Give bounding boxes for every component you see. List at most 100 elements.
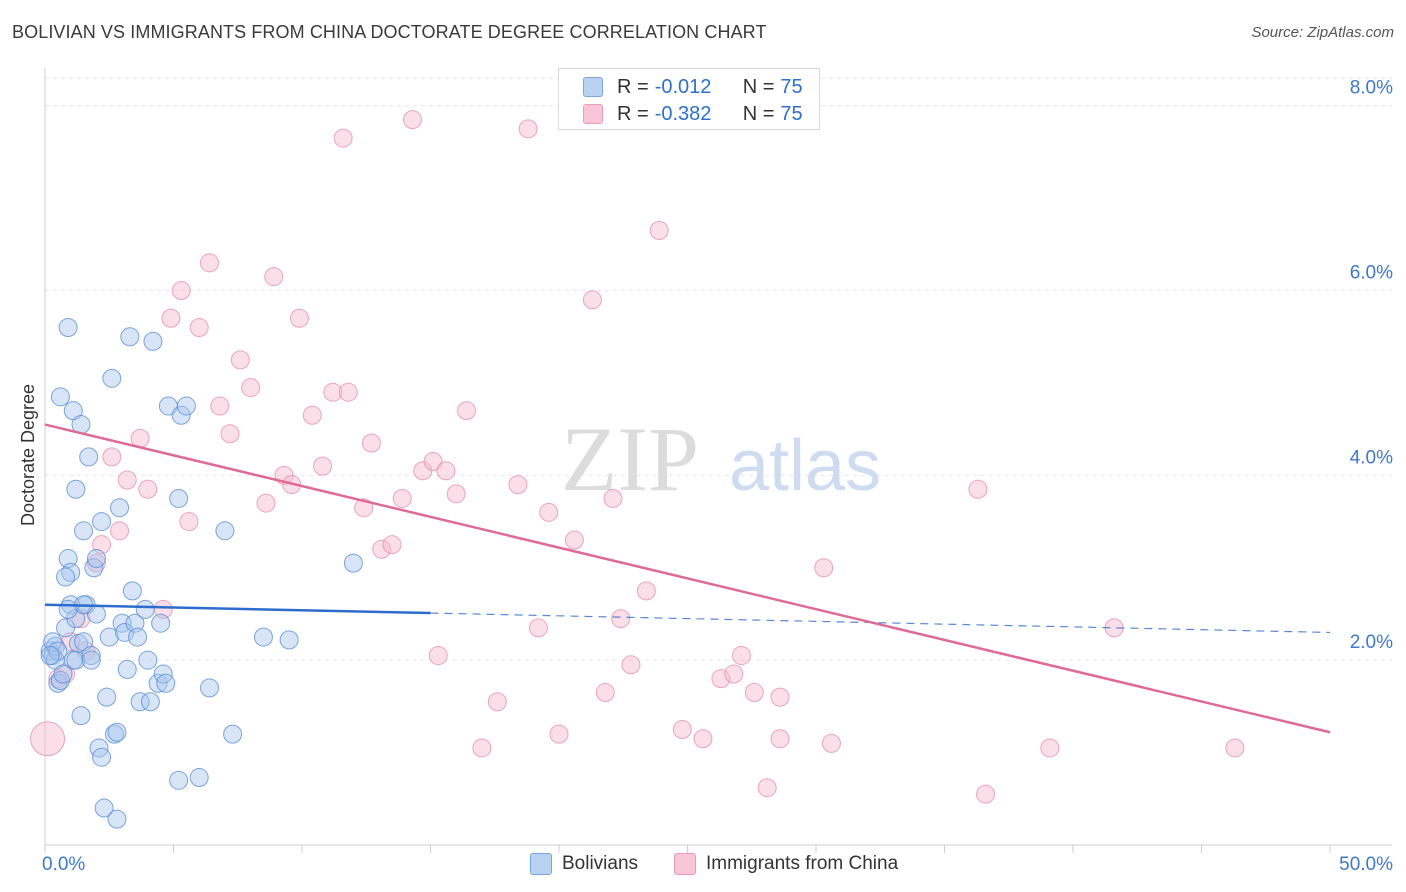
china-point bbox=[189, 318, 209, 338]
china-point bbox=[636, 581, 656, 601]
bottom-legend-bolivians: Bolivians bbox=[530, 852, 638, 876]
china-point bbox=[361, 433, 381, 453]
legend-r-label: R = bbox=[617, 75, 649, 98]
china-trend-line bbox=[44, 423, 1331, 734]
china-point bbox=[403, 110, 423, 130]
bolivian-point bbox=[92, 512, 112, 532]
bolivian-point bbox=[92, 747, 112, 767]
bolivian-point bbox=[97, 687, 117, 707]
legend-row-china: R = -0.382 N = 75 bbox=[583, 102, 803, 126]
grid-lines bbox=[45, 77, 1392, 661]
bolivian-point bbox=[94, 798, 114, 818]
china-point bbox=[171, 281, 191, 301]
legend-n-value: 75 bbox=[780, 102, 803, 125]
china-points bbox=[30, 100, 1245, 804]
china-point bbox=[230, 350, 250, 370]
bolivian-point bbox=[107, 722, 127, 742]
bolivian-point bbox=[102, 368, 122, 388]
axis-labels: 2.0% 4.0% 6.0% 8.0% 0.0% 50.0% bbox=[42, 78, 1393, 875]
china-point bbox=[968, 479, 988, 499]
bolivian-point bbox=[140, 692, 160, 712]
china-point bbox=[564, 530, 584, 550]
legend-n-label: N = bbox=[742, 75, 775, 98]
bottom-swatch-pink bbox=[674, 853, 696, 875]
china-point bbox=[264, 267, 284, 287]
y-tick-label: 8.0% bbox=[1350, 78, 1393, 99]
china-point bbox=[770, 687, 790, 707]
legend-swatch-pink bbox=[583, 104, 603, 124]
chart-title: BOLIVIAN VS IMMIGRANTS FROM CHINA DOCTOR… bbox=[12, 22, 767, 42]
china-point bbox=[731, 646, 751, 666]
x-tick-label: 0.0% bbox=[42, 854, 85, 875]
china-point bbox=[528, 618, 548, 638]
bolivian-point bbox=[58, 549, 78, 569]
legend-r-value: -0.012 bbox=[654, 75, 712, 98]
bolivian-point bbox=[169, 770, 189, 790]
china-point bbox=[821, 733, 841, 753]
china-point bbox=[392, 488, 412, 508]
bolivian-point bbox=[53, 664, 73, 684]
bolivian-trend-solid bbox=[44, 603, 431, 615]
china-point bbox=[649, 220, 669, 240]
trend-lines bbox=[44, 423, 1331, 734]
bolivian-point bbox=[156, 673, 176, 693]
bolivian-point bbox=[215, 521, 235, 541]
watermark-atlas: atlas bbox=[729, 426, 881, 506]
bolivian-point bbox=[151, 613, 171, 633]
bolivian-points bbox=[40, 318, 363, 829]
china-point bbox=[1040, 738, 1060, 758]
china-point bbox=[711, 669, 731, 689]
bottom-legend-label: Immigrants from China bbox=[706, 853, 899, 874]
bolivian-point bbox=[176, 396, 196, 416]
china-point bbox=[508, 475, 528, 495]
bolivian-point bbox=[43, 632, 63, 652]
china-point bbox=[487, 692, 507, 712]
china-point bbox=[976, 784, 996, 804]
bolivian-point bbox=[110, 498, 130, 518]
china-point bbox=[770, 729, 790, 749]
bolivian-point bbox=[40, 646, 60, 666]
bolivian-point bbox=[153, 664, 173, 684]
china-point bbox=[30, 721, 66, 757]
bolivian-point bbox=[253, 627, 273, 647]
bolivian-point bbox=[50, 387, 70, 407]
watermark-zip: ZIP bbox=[561, 408, 699, 510]
bottom-swatch-blue bbox=[530, 853, 552, 875]
legend-r-value: -0.382 bbox=[654, 102, 712, 125]
bolivian-point bbox=[86, 549, 106, 569]
bolivian-point bbox=[125, 613, 145, 633]
china-point bbox=[814, 558, 834, 578]
source-label: Source: ZipAtlas.com bbox=[1251, 24, 1394, 41]
bolivian-point bbox=[71, 706, 91, 726]
y-axis-title: Doctorate Degree bbox=[18, 384, 38, 526]
axes bbox=[44, 68, 1392, 853]
china-point bbox=[117, 470, 137, 490]
bolivian-point bbox=[120, 327, 140, 347]
china-point bbox=[1225, 738, 1245, 758]
china-point bbox=[603, 488, 623, 508]
china-point bbox=[595, 683, 615, 703]
bolivian-point bbox=[122, 581, 142, 601]
bolivian-point bbox=[135, 599, 155, 619]
china-point bbox=[423, 452, 443, 471]
china-point bbox=[372, 539, 392, 559]
bolivian-point bbox=[279, 630, 299, 650]
bolivian-point bbox=[343, 553, 363, 573]
china-point bbox=[539, 502, 559, 522]
china-point bbox=[220, 424, 240, 444]
china-point bbox=[456, 401, 476, 421]
china-point bbox=[672, 719, 692, 739]
china-point bbox=[428, 646, 448, 666]
china-point bbox=[302, 405, 322, 425]
bolivian-point bbox=[171, 405, 191, 425]
bolivian-point bbox=[79, 447, 99, 467]
bottom-legend-china: Immigrants from China bbox=[674, 852, 898, 876]
bottom-legend-label: Bolivians bbox=[562, 853, 639, 874]
bolivian-point bbox=[128, 627, 148, 647]
china-point bbox=[102, 447, 122, 467]
y-tick-label: 6.0% bbox=[1350, 263, 1393, 284]
bolivian-point bbox=[199, 678, 219, 698]
y-tick-label: 4.0% bbox=[1350, 447, 1393, 468]
china-point bbox=[179, 512, 199, 532]
china-point bbox=[199, 253, 219, 273]
